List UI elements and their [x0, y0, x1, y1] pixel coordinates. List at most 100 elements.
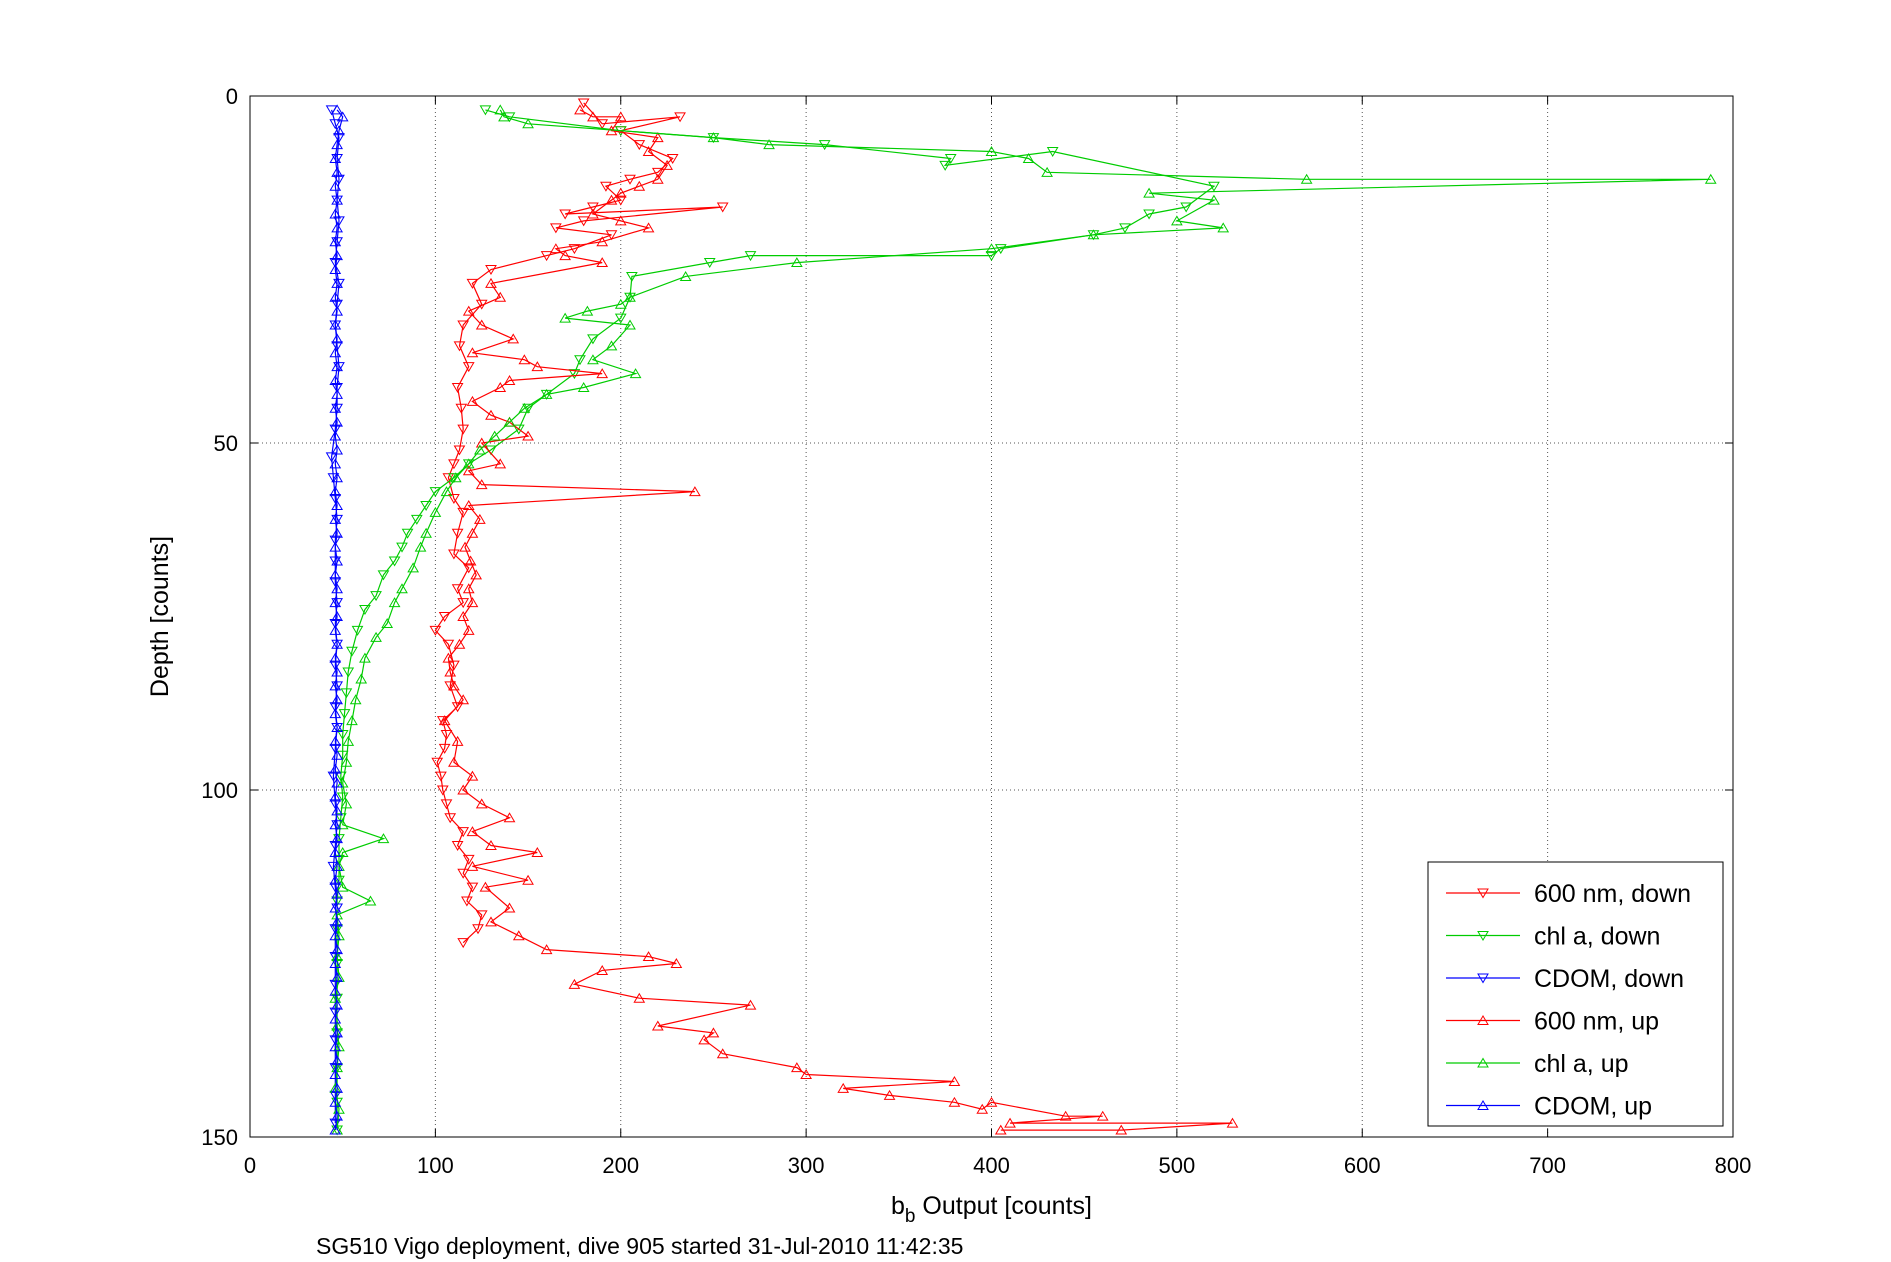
data-point — [479, 881, 492, 892]
data-point — [414, 541, 427, 552]
legend-label: CDOM, up — [1534, 1093, 1652, 1121]
data-point — [329, 1069, 342, 1080]
data-point — [651, 132, 664, 143]
data-point — [331, 598, 344, 609]
data-point — [1022, 152, 1035, 163]
data-point — [331, 999, 344, 1010]
data-point — [331, 277, 344, 288]
data-point — [577, 216, 590, 227]
data-point — [331, 993, 344, 1004]
data-point — [457, 938, 470, 949]
data-point — [340, 756, 353, 767]
data-point — [605, 340, 618, 351]
data-point — [462, 583, 475, 594]
data-point — [377, 570, 390, 581]
data-point — [453, 638, 466, 649]
data-point — [448, 756, 460, 767]
data-point — [462, 458, 475, 469]
data-point — [331, 888, 344, 899]
data-point — [329, 569, 342, 580]
data-point — [336, 846, 349, 857]
data-point — [333, 125, 345, 136]
data-point — [457, 784, 470, 795]
data-point — [1208, 181, 1220, 192]
data-point — [1119, 223, 1131, 234]
legend-box — [1427, 861, 1724, 1127]
data-point — [948, 1096, 961, 1107]
data-point — [522, 403, 534, 414]
data-point — [707, 132, 720, 143]
data-point — [624, 174, 636, 185]
legend: 600 nm, down chl a, down CDOM, down 600 nm,… — [1427, 861, 1724, 1127]
data-point — [485, 916, 497, 927]
data-point — [331, 514, 344, 525]
legend-label: chl a, up — [1534, 1050, 1629, 1078]
data-point — [440, 486, 453, 497]
x-tick-label: 0 — [244, 1153, 256, 1178]
data-point — [976, 1103, 989, 1114]
data-point — [581, 305, 594, 316]
data-point — [331, 722, 344, 733]
data-point — [985, 251, 998, 262]
data-point — [1096, 1110, 1109, 1121]
data-point — [331, 104, 344, 115]
data-point — [596, 236, 609, 247]
data-point — [462, 362, 475, 373]
data-point — [331, 611, 344, 621]
legend-swatch-marker — [1477, 888, 1489, 899]
data-point — [494, 291, 507, 302]
data-point — [346, 715, 358, 726]
data-point — [342, 735, 355, 746]
data-point — [444, 813, 457, 824]
data-point — [457, 320, 470, 331]
data-point — [462, 624, 475, 635]
data-point — [331, 1062, 344, 1073]
data-point — [329, 618, 342, 629]
data-point — [475, 798, 488, 809]
data-point — [329, 680, 342, 691]
data-point — [331, 139, 344, 150]
x-tick-label: 700 — [1529, 1153, 1566, 1178]
data-point — [448, 473, 460, 484]
data-point — [410, 514, 423, 525]
data-point — [329, 264, 342, 274]
data-point — [329, 319, 342, 330]
data-point — [466, 347, 479, 358]
data-point — [331, 388, 344, 399]
data-point — [329, 652, 342, 663]
data-point — [331, 166, 344, 177]
y-tick-label: 150 — [201, 1125, 238, 1150]
x-tick-label: 800 — [1715, 1153, 1752, 1178]
data-point — [329, 291, 342, 302]
data-point — [1217, 222, 1230, 233]
data-point — [436, 785, 449, 796]
data-point — [716, 202, 729, 213]
series-line — [334, 109, 344, 1131]
data-point — [331, 527, 344, 538]
data-point — [540, 251, 553, 262]
data-point — [329, 735, 342, 746]
data-point — [689, 486, 701, 497]
data-point — [329, 180, 342, 191]
data-point — [331, 749, 344, 760]
data-point — [381, 617, 394, 628]
data-point — [462, 499, 475, 510]
data-point — [994, 1124, 1007, 1135]
data-point — [455, 403, 468, 414]
data-point — [331, 416, 344, 427]
data-point — [883, 1089, 896, 1100]
data-point — [331, 222, 344, 233]
data-point — [518, 402, 531, 413]
data-point — [457, 507, 470, 518]
data-point — [349, 694, 362, 705]
data-point — [329, 402, 342, 413]
data-point — [459, 541, 471, 552]
data-point — [329, 924, 342, 935]
data-point — [331, 681, 344, 692]
data-point — [444, 681, 457, 692]
data-point — [670, 958, 683, 968]
data-point — [444, 666, 457, 677]
data-point — [329, 458, 342, 469]
data-point — [614, 313, 627, 324]
data-point — [451, 382, 464, 393]
